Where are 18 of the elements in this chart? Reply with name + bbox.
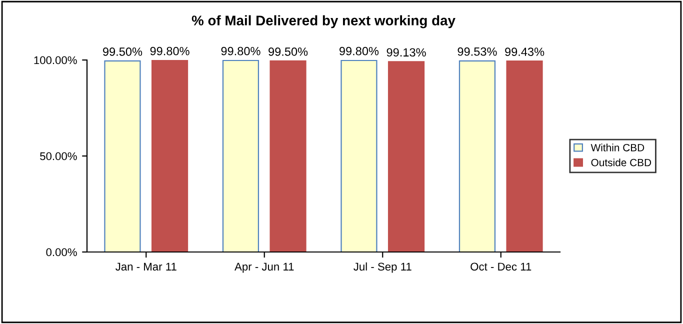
data-label: 99.53% xyxy=(458,47,497,56)
x-tick-label: Jan - Mar 11 xyxy=(116,262,176,271)
data-label: 99.13% xyxy=(386,48,426,57)
x-tick-label: Apr - Jun 11 xyxy=(234,262,294,273)
data-label: 99.80% xyxy=(221,46,260,56)
data-label: 99.43% xyxy=(505,48,544,56)
y-tick-label: 100.00% xyxy=(34,56,77,64)
data-label: 99.80% xyxy=(340,46,379,56)
legend-label: Within CBD xyxy=(590,144,644,152)
data-label: 99.50% xyxy=(268,47,308,56)
data-label: 99.80% xyxy=(150,46,190,56)
chart-title: % of Mail Delivered by next working day xyxy=(192,15,456,28)
y-tick-label: 50.00% xyxy=(40,152,77,160)
x-tick-label: Jul - Sep 11 xyxy=(354,262,412,273)
x-tick-label: Oct - Dec 11 xyxy=(470,262,532,271)
data-label: 99.50% xyxy=(103,47,142,56)
y-tick-label: 0.00% xyxy=(46,248,77,256)
legend-label: Outside CBD xyxy=(591,158,652,166)
